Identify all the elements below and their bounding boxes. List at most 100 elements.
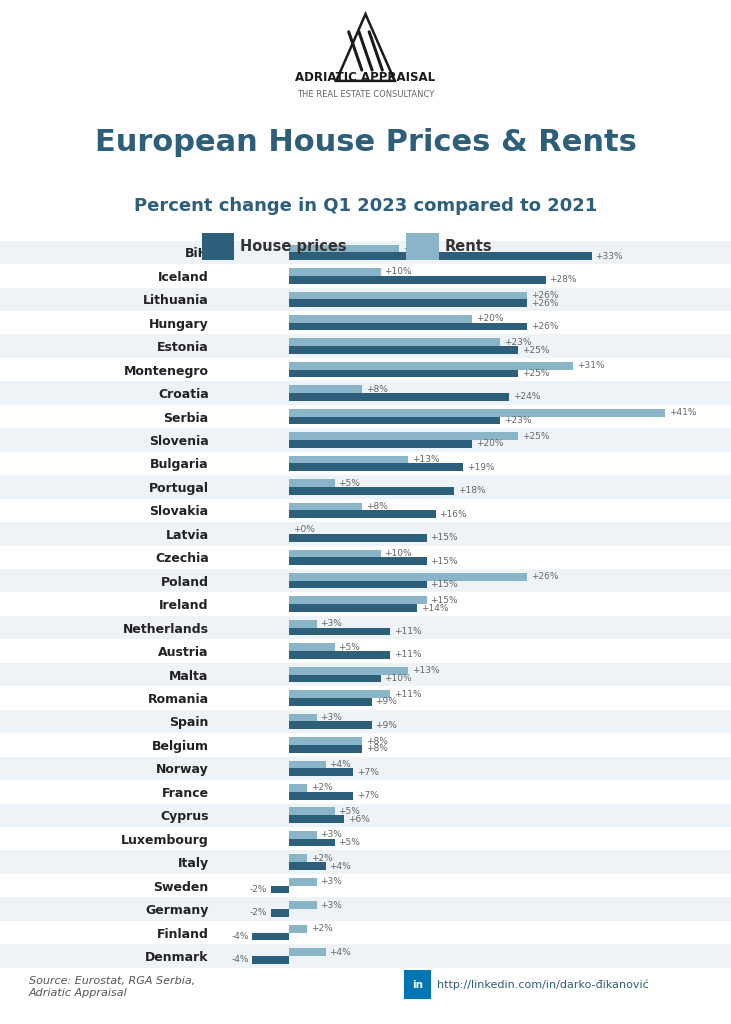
- Text: +24%: +24%: [513, 392, 540, 401]
- Bar: [0, 358, 731, 381]
- Text: +0%: +0%: [292, 525, 314, 535]
- Bar: [0, 499, 731, 522]
- Bar: [0, 827, 731, 850]
- Text: +15%: +15%: [431, 580, 458, 589]
- Bar: [289, 486, 454, 495]
- Text: +5%: +5%: [338, 478, 360, 487]
- Text: House prices: House prices: [240, 240, 346, 254]
- Bar: [289, 768, 353, 776]
- Bar: [289, 346, 518, 354]
- Bar: [289, 808, 335, 815]
- Text: +8%: +8%: [366, 502, 388, 511]
- Text: +15%: +15%: [431, 596, 458, 605]
- Bar: [289, 744, 363, 753]
- Bar: [289, 722, 371, 729]
- Text: +16%: +16%: [439, 510, 467, 519]
- Text: +19%: +19%: [467, 463, 495, 472]
- Bar: [0, 780, 731, 804]
- Bar: [289, 581, 427, 589]
- Text: +15%: +15%: [431, 534, 458, 542]
- Bar: [0, 710, 731, 733]
- Bar: [289, 698, 371, 706]
- Bar: [0, 569, 731, 593]
- Text: http://linkedin.com/in/darko-đikanović: http://linkedin.com/in/darko-đikanović: [437, 979, 649, 990]
- Bar: [0, 288, 731, 311]
- Text: +20%: +20%: [476, 439, 504, 449]
- Text: +10%: +10%: [385, 267, 412, 276]
- Text: +7%: +7%: [357, 768, 379, 776]
- Bar: [289, 830, 317, 839]
- Text: +26%: +26%: [531, 291, 558, 300]
- Text: +25%: +25%: [522, 369, 550, 378]
- Bar: [0, 311, 731, 335]
- Bar: [289, 948, 326, 956]
- Bar: [270, 886, 289, 893]
- Text: +10%: +10%: [385, 674, 412, 683]
- Text: +4%: +4%: [330, 947, 351, 956]
- Bar: [289, 361, 573, 370]
- Text: +4%: +4%: [330, 861, 351, 870]
- Text: +31%: +31%: [577, 361, 605, 371]
- Text: +3%: +3%: [320, 901, 342, 909]
- Text: +13%: +13%: [412, 667, 439, 675]
- Bar: [0, 850, 731, 873]
- Text: +3%: +3%: [320, 878, 342, 886]
- Text: +23%: +23%: [504, 416, 531, 425]
- Text: +26%: +26%: [531, 572, 558, 582]
- Text: in: in: [412, 980, 423, 989]
- Bar: [0, 522, 731, 546]
- Bar: [289, 643, 335, 651]
- Text: +9%: +9%: [375, 697, 397, 707]
- Bar: [0, 686, 731, 710]
- Text: +11%: +11%: [393, 689, 421, 698]
- Bar: [289, 503, 363, 510]
- Bar: [0, 452, 731, 475]
- Text: +11%: +11%: [393, 650, 421, 659]
- Text: +5%: +5%: [338, 807, 360, 816]
- Bar: [289, 385, 363, 393]
- Bar: [289, 604, 417, 612]
- Bar: [289, 432, 518, 440]
- Bar: [289, 925, 307, 933]
- Bar: [0, 804, 731, 827]
- Bar: [0, 663, 731, 686]
- Bar: [0, 593, 731, 615]
- Text: -2%: -2%: [249, 908, 267, 918]
- Bar: [0, 615, 731, 639]
- Bar: [289, 690, 390, 698]
- Bar: [0, 335, 731, 358]
- Text: +2%: +2%: [311, 854, 333, 863]
- Bar: [0, 944, 731, 968]
- Text: +25%: +25%: [522, 345, 550, 354]
- Bar: [404, 971, 431, 998]
- Bar: [289, 534, 427, 542]
- Bar: [406, 233, 439, 260]
- Bar: [289, 417, 500, 424]
- Text: +10%: +10%: [385, 549, 412, 558]
- Bar: [289, 620, 317, 628]
- Bar: [0, 264, 731, 288]
- Bar: [0, 241, 731, 264]
- Bar: [289, 268, 381, 275]
- Bar: [289, 409, 665, 417]
- Bar: [289, 440, 472, 447]
- Bar: [289, 245, 399, 252]
- Text: +7%: +7%: [357, 792, 379, 800]
- Bar: [289, 339, 500, 346]
- Text: +28%: +28%: [550, 275, 577, 285]
- Text: +26%: +26%: [531, 323, 558, 331]
- Bar: [289, 792, 353, 800]
- Bar: [0, 381, 731, 404]
- Bar: [0, 873, 731, 897]
- Text: +23%: +23%: [504, 338, 531, 347]
- Bar: [0, 733, 731, 757]
- Bar: [289, 901, 317, 909]
- Bar: [289, 550, 381, 557]
- Text: +41%: +41%: [669, 409, 696, 417]
- Text: Source: Eurostat, RGA Serbia,
Adriatic Appraisal: Source: Eurostat, RGA Serbia, Adriatic A…: [29, 976, 195, 997]
- Text: +14%: +14%: [421, 603, 449, 612]
- Text: +13%: +13%: [412, 455, 439, 464]
- Text: +6%: +6%: [348, 815, 370, 823]
- Text: ADRIATIC APPRAISAL: ADRIATIC APPRAISAL: [295, 71, 436, 84]
- Bar: [289, 252, 591, 260]
